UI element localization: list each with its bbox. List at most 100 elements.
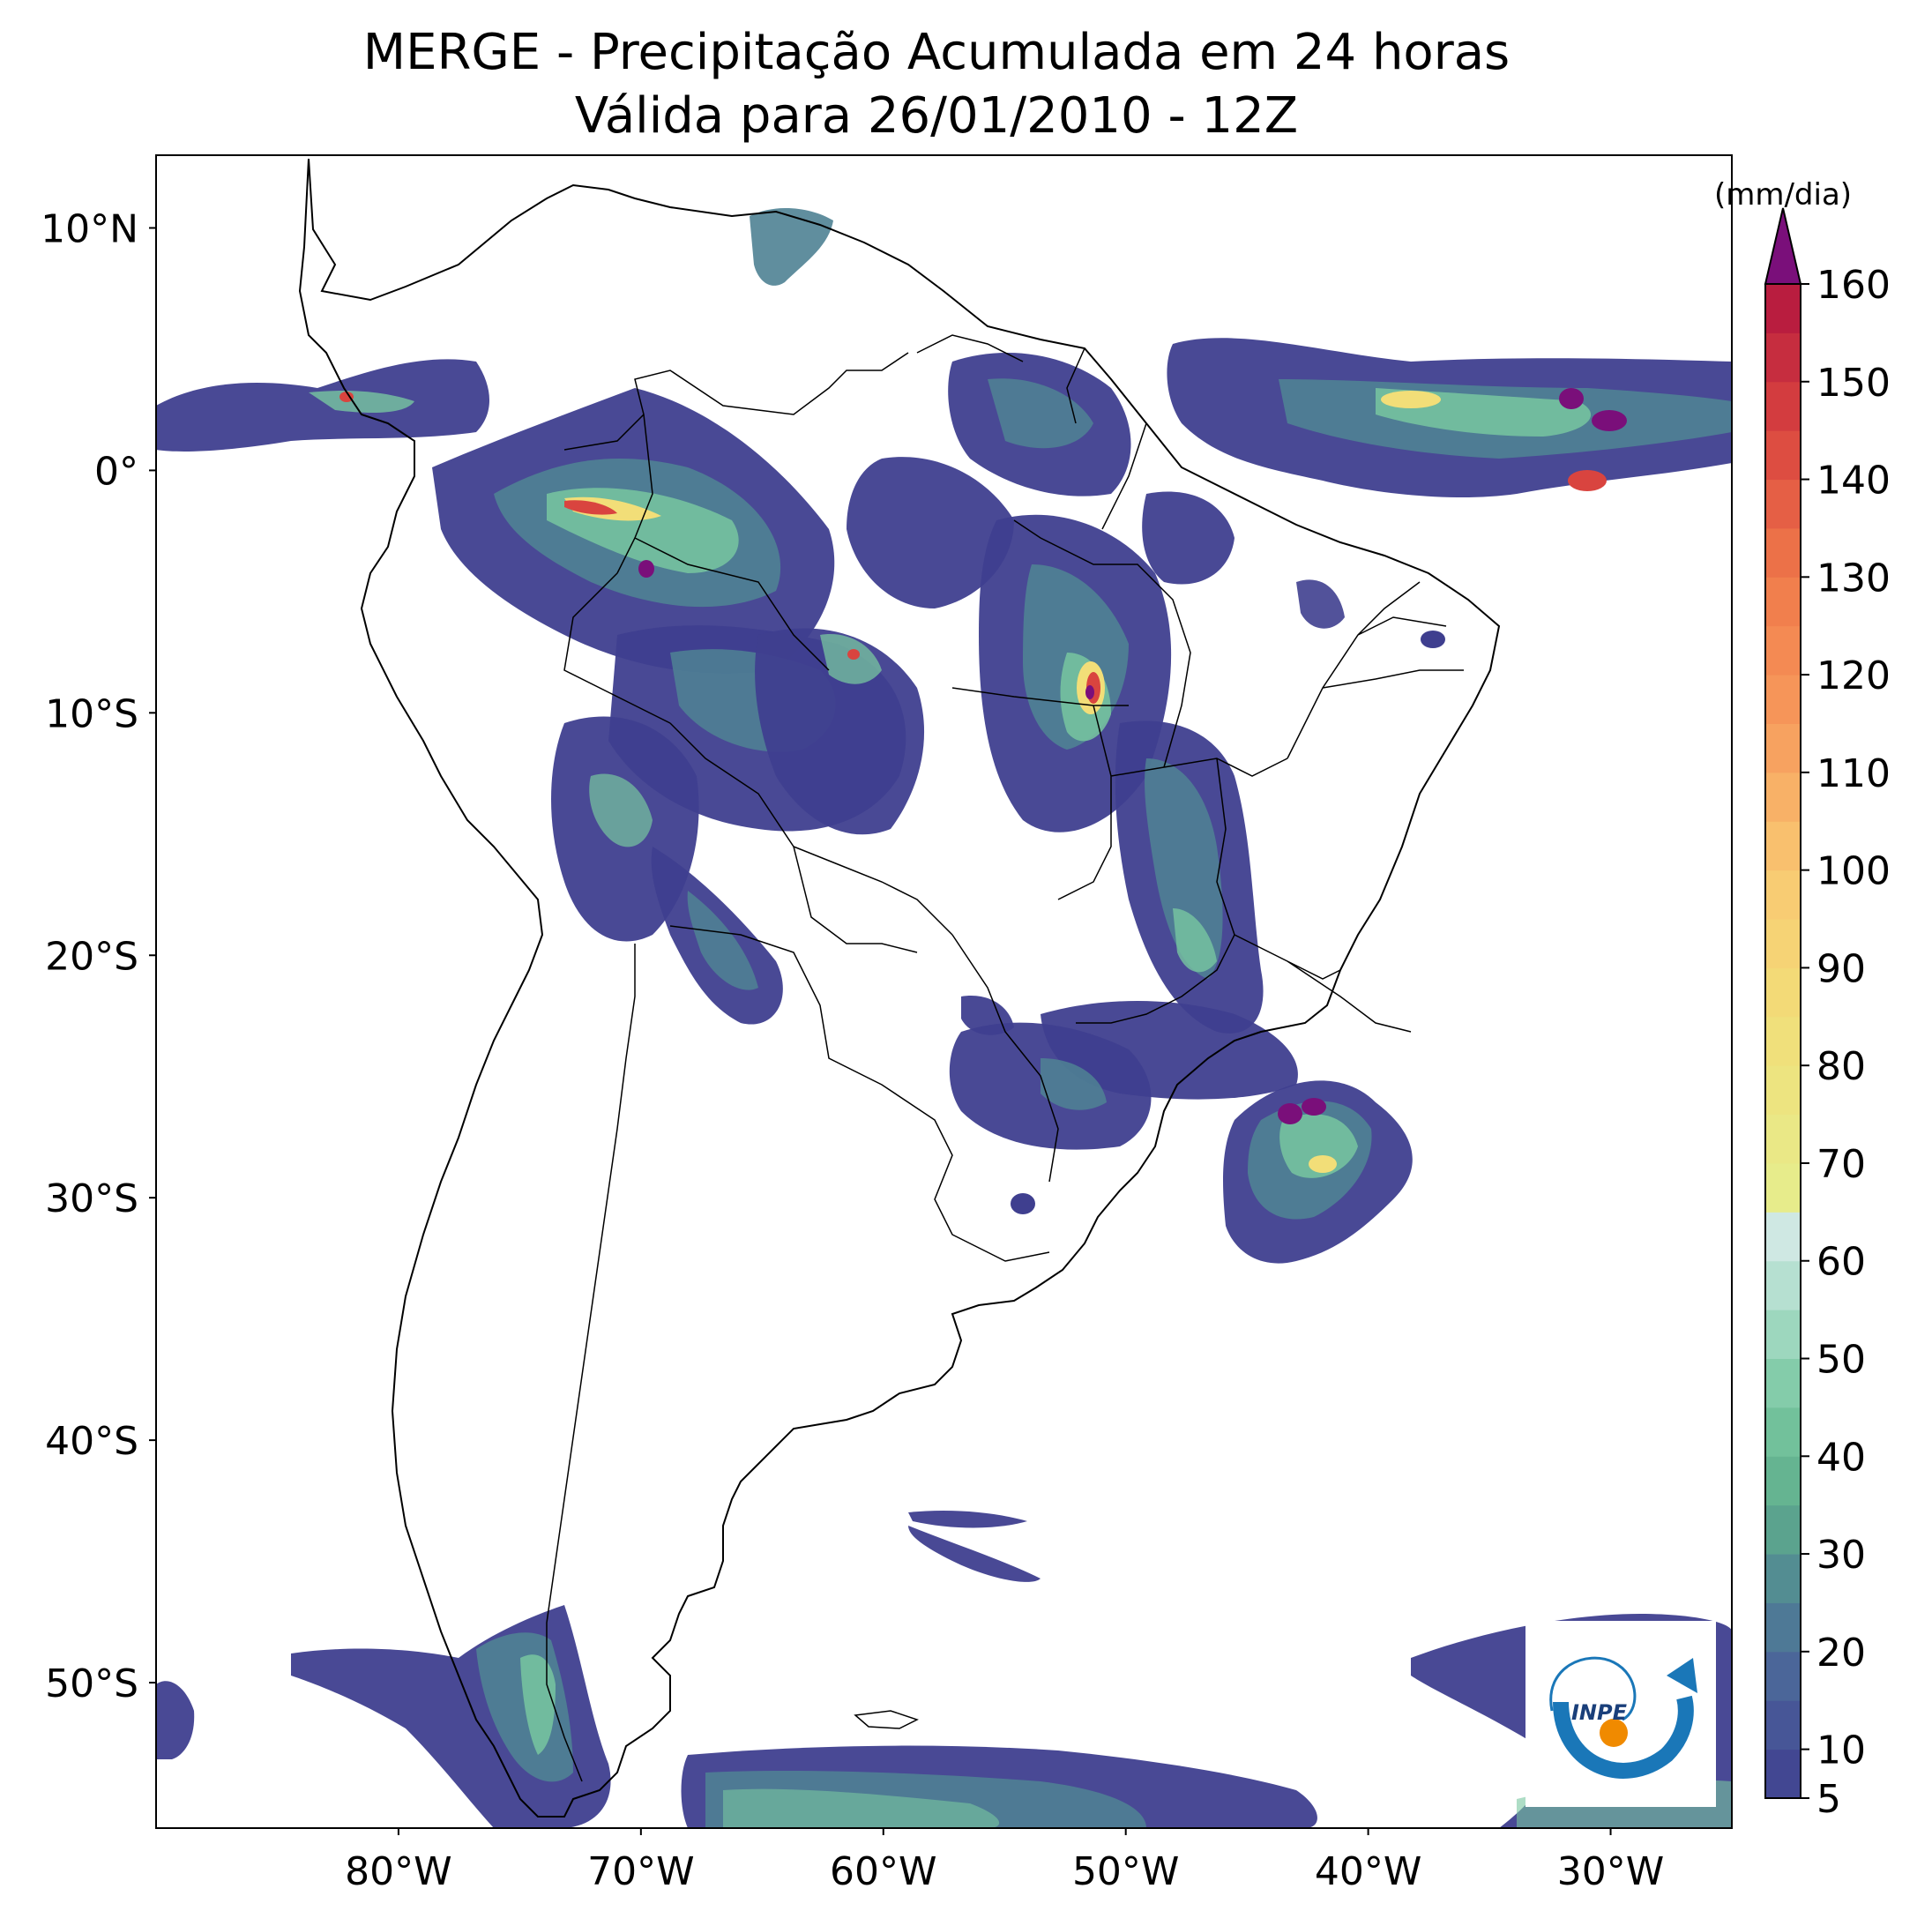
colorbar-tick-label: 70 <box>1816 1142 1866 1187</box>
colorbar-tick-label: 130 <box>1816 556 1891 601</box>
colorbar-tick-label: 100 <box>1816 849 1891 894</box>
colorbar-band <box>1765 1456 1801 1506</box>
precip-streak-2 <box>908 1526 1041 1582</box>
colorbar-tick-label: 80 <box>1816 1044 1866 1089</box>
longitude-tick-label: 30°W <box>1557 1849 1665 1894</box>
colorbar-tick-label: 150 <box>1816 361 1891 406</box>
map-panel: INPE <box>155 154 1733 1829</box>
colorbar-tick-label: 120 <box>1816 653 1891 698</box>
precip-bolivia-mid <box>589 773 653 847</box>
precip-amapa-mid <box>988 378 1093 449</box>
country-borders <box>563 334 1464 1262</box>
colorbar-tick-label: 160 <box>1816 263 1891 308</box>
longitude-tick-label: 50°W <box>1072 1849 1180 1894</box>
latitude-tick-label: 10°N <box>41 206 138 251</box>
colorbar-tick-label: 10 <box>1816 1728 1866 1773</box>
colorbar-band <box>1765 1114 1801 1164</box>
colorbar-band <box>1765 919 1801 968</box>
colorbar-band <box>1765 1310 1801 1360</box>
colorbar-band <box>1765 577 1801 627</box>
precip-venezuela <box>750 207 833 286</box>
precip-west-amazon-red <box>564 500 617 515</box>
colorbar-tick-label: 110 <box>1816 751 1891 796</box>
colorbar-band <box>1765 772 1801 822</box>
chile-andes-border <box>546 944 636 1782</box>
colorbar-band <box>1765 675 1801 724</box>
colorbar-band <box>1765 1407 1801 1457</box>
precip-southern-ocean-green <box>723 1788 1000 1828</box>
precip-rs-small <box>1011 1193 1035 1214</box>
inpe-logo-text: INPE <box>1571 1700 1628 1725</box>
precip-tocantins-max <box>1085 685 1094 699</box>
colorbar-band <box>1765 1162 1801 1213</box>
longitude-ticks: 80°W 70°W 60°W 50°W 40°W 30°W <box>345 1828 1664 1894</box>
colorbar-ticks: 510 20 30 40 50 60 70 80 90 100 110 120 130 140 150 160 <box>1801 263 1891 1822</box>
colorbar-tick-label: 30 <box>1816 1533 1866 1578</box>
colorbar-band <box>1765 1065 1801 1116</box>
precip-northeast-small <box>1421 631 1445 648</box>
precip-offshore-max2 <box>1302 1098 1326 1116</box>
precip-northeast-cells <box>1296 579 1345 629</box>
longitude-tick-label: 40°W <box>1315 1849 1422 1894</box>
colorbar-tick-label: 140 <box>1816 459 1891 504</box>
precip-colombia-pacific <box>156 359 489 452</box>
colorbar-band <box>1765 1700 1801 1751</box>
map-frame <box>155 154 1733 1829</box>
precip-andes-argentina-mid <box>687 891 758 990</box>
precip-para <box>847 457 1014 608</box>
colorbar-band <box>1765 1749 1801 1799</box>
colorbar-tick-label: 90 <box>1816 946 1866 991</box>
colorbar-band <box>1765 821 1801 871</box>
south-america-coastline <box>298 158 1501 1818</box>
map-title-line1: MERGE - Precipitação Acumulada em 24 hor… <box>363 24 1510 81</box>
colorbar-band <box>1765 625 1801 676</box>
inpe-logo-swoosh <box>1553 1695 1694 1779</box>
islands-falklands <box>854 1710 919 1729</box>
colorbar-band <box>1765 1358 1801 1408</box>
precip-streak-1 <box>908 1511 1027 1528</box>
latitude-tick-label: 40°S <box>45 1419 138 1464</box>
latitude-ticks: 10°N 0° 10°S 20°S 30°S 40°S 50°S <box>41 206 156 1706</box>
longitude-tick-label: 60°W <box>830 1849 937 1894</box>
precip-goias-minas-green <box>1173 908 1217 973</box>
precip-west-amazon-max <box>638 560 654 578</box>
colorbar-band <box>1765 479 1801 529</box>
colorbar-band <box>1765 381 1801 431</box>
inpe-logo-sun <box>1600 1719 1628 1747</box>
precip-atlantic-max2 <box>1592 410 1627 431</box>
colorbar-tick-label: 50 <box>1816 1338 1866 1383</box>
colorbar-extend-arrow <box>1764 207 1802 285</box>
colorbar-frame <box>1764 283 1801 1799</box>
latitude-tick-label: 30°S <box>45 1176 138 1221</box>
inpe-logo-arrow <box>1667 1658 1697 1693</box>
colorbar-tick-label: 40 <box>1816 1435 1866 1480</box>
colorbar-band <box>1765 1554 1801 1603</box>
colorbar: (mm/dia) 510 20 30 40 50 60 70 80 90 100 110 120 130… <box>1714 177 1891 1822</box>
longitude-tick-label: 70°W <box>587 1849 695 1894</box>
inpe-logo-orbit <box>1549 1656 1637 1721</box>
colorbar-tick-label: 60 <box>1816 1240 1866 1285</box>
latitude-tick-label: 10°S <box>45 691 138 736</box>
precipitation-layer <box>156 207 1732 1828</box>
precip-goias-minas-mid <box>1145 758 1223 979</box>
precip-mato-grosso-red <box>847 649 860 660</box>
colorbar-unit-label: (mm/dia) <box>1714 177 1852 213</box>
colorbar-band <box>1765 870 1801 920</box>
map-title-line2: Válida para 26/01/2010 - 12Z <box>575 87 1298 145</box>
colorbar-tick-label: 5 <box>1816 1777 1841 1822</box>
precip-maranhao <box>1142 491 1235 585</box>
colorbar-band <box>1765 1016 1801 1066</box>
colorbar-band <box>1765 967 1801 1018</box>
precip-atlantic-max1 <box>1559 388 1584 409</box>
precip-southwest-edge <box>156 1681 195 1759</box>
latitude-tick-label: 20°S <box>45 934 138 979</box>
colorbar-band <box>1765 527 1801 578</box>
precip-mato-grosso <box>755 628 925 835</box>
inpe-logo: INPE <box>1525 1621 1716 1807</box>
precip-colombia-green <box>309 391 414 413</box>
precip-colombia-red <box>339 392 354 402</box>
colorbar-bands <box>1765 284 1801 1799</box>
colorbar-band <box>1765 284 1801 333</box>
precip-offshore-yellow <box>1309 1155 1337 1173</box>
